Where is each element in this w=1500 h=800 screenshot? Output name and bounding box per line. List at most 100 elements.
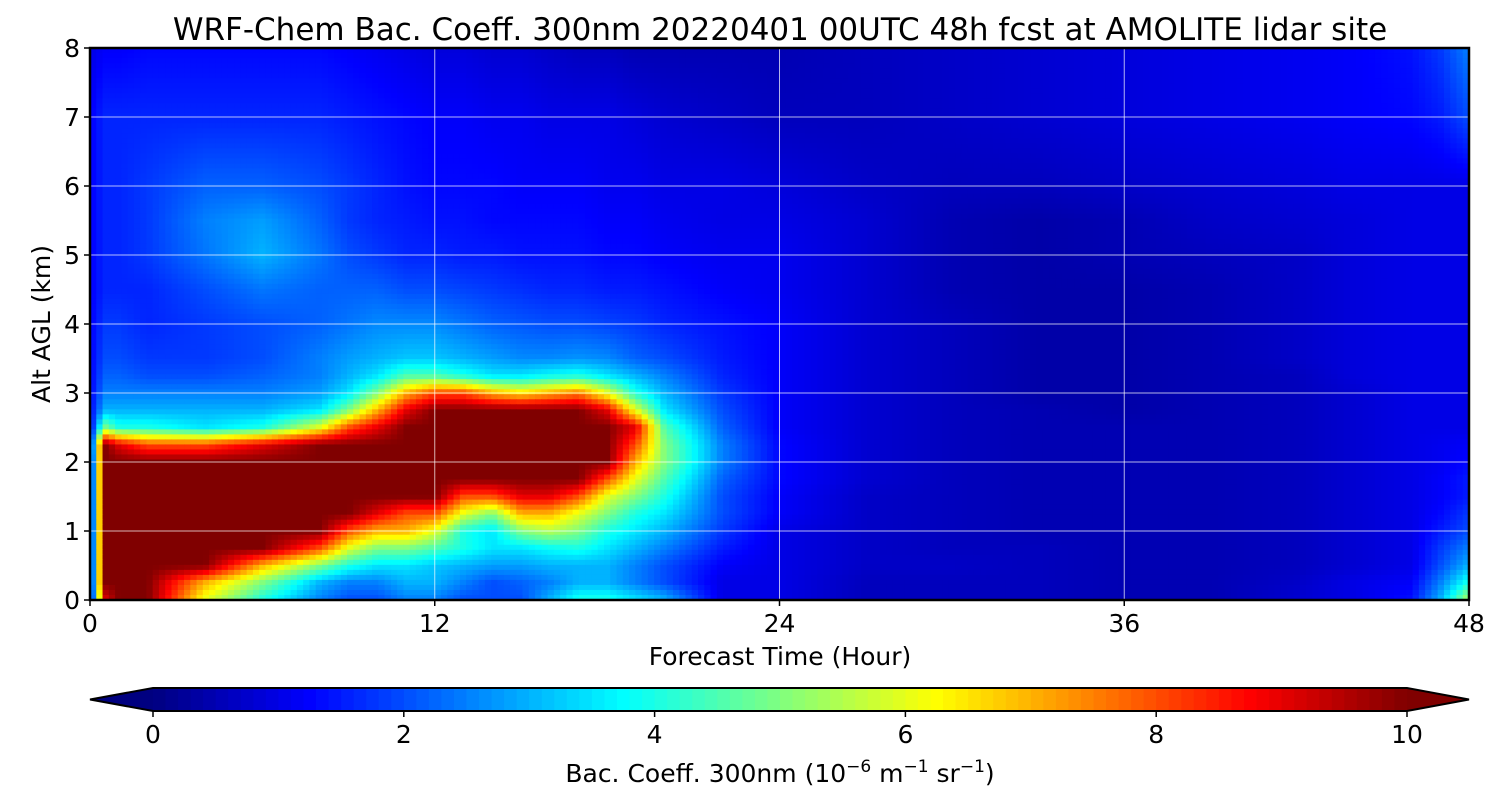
heatmap-cell bbox=[1325, 133, 1332, 139]
heatmap-cell bbox=[604, 68, 611, 74]
heatmap-cell bbox=[1156, 68, 1163, 74]
heatmap-cell bbox=[1388, 118, 1395, 124]
heatmap-cell bbox=[1049, 78, 1056, 84]
heatmap-cell bbox=[1112, 108, 1119, 114]
heatmap-cell bbox=[372, 128, 379, 134]
heatmap-cell bbox=[497, 138, 504, 144]
heatmap-cell bbox=[761, 63, 768, 69]
heatmap-cell bbox=[466, 133, 473, 139]
heatmap-cell bbox=[1143, 83, 1150, 89]
heatmap-cell bbox=[284, 93, 291, 99]
heatmap-cell bbox=[121, 113, 128, 119]
heatmap-cell bbox=[259, 68, 266, 74]
heatmap-cell bbox=[466, 108, 473, 114]
heatmap-cell bbox=[905, 158, 912, 164]
heatmap-cell bbox=[1319, 113, 1326, 119]
heatmap-cell bbox=[1300, 88, 1307, 94]
heatmap-cell bbox=[949, 53, 956, 59]
heatmap-cell bbox=[272, 88, 279, 94]
heatmap-cell bbox=[635, 148, 642, 154]
heatmap-cell bbox=[146, 148, 153, 154]
heatmap-cell bbox=[1400, 133, 1407, 139]
heatmap-cell bbox=[579, 143, 586, 149]
heatmap-cell bbox=[949, 83, 956, 89]
heatmap-cell bbox=[673, 93, 680, 99]
heatmap-cell bbox=[723, 58, 730, 64]
heatmap-cell bbox=[761, 108, 768, 114]
heatmap-cell bbox=[215, 58, 222, 64]
heatmap-cell bbox=[892, 128, 899, 134]
heatmap-cell bbox=[811, 138, 818, 144]
heatmap-cell bbox=[541, 143, 548, 149]
heatmap-cell bbox=[792, 88, 799, 94]
heatmap-cell bbox=[1431, 58, 1438, 64]
heatmap-cell bbox=[103, 93, 110, 99]
heatmap-cell bbox=[115, 98, 122, 104]
heatmap-cell bbox=[942, 68, 949, 74]
heatmap-cell bbox=[516, 113, 523, 119]
heatmap-cell bbox=[222, 53, 229, 59]
heatmap-cell bbox=[441, 158, 448, 164]
heatmap-cell bbox=[917, 133, 924, 139]
heatmap-cell bbox=[165, 153, 172, 159]
heatmap-cell bbox=[754, 58, 761, 64]
heatmap-cell bbox=[529, 133, 536, 139]
heatmap-cell bbox=[823, 93, 830, 99]
heatmap-cell bbox=[548, 143, 555, 149]
heatmap-cell bbox=[134, 148, 141, 154]
heatmap-cell bbox=[974, 53, 981, 59]
heatmap-cell bbox=[899, 118, 906, 124]
heatmap-cell bbox=[523, 73, 530, 79]
heatmap-cell bbox=[786, 153, 793, 159]
heatmap-cell bbox=[924, 73, 931, 79]
heatmap-cell bbox=[642, 88, 649, 94]
heatmap-cell bbox=[291, 148, 298, 154]
heatmap-cell bbox=[786, 133, 793, 139]
heatmap-cell bbox=[1300, 153, 1307, 159]
heatmap-cell bbox=[322, 148, 329, 154]
heatmap-cell bbox=[955, 158, 962, 164]
heatmap-cell bbox=[761, 148, 768, 154]
heatmap-cell bbox=[1156, 133, 1163, 139]
heatmap-cell bbox=[1300, 148, 1307, 154]
heatmap-cell bbox=[1174, 138, 1181, 144]
heatmap-cell bbox=[742, 158, 749, 164]
heatmap-cell bbox=[171, 93, 178, 99]
heatmap-cell bbox=[341, 143, 348, 149]
heatmap-cell bbox=[679, 68, 686, 74]
heatmap-cell bbox=[1074, 113, 1081, 119]
heatmap-cell bbox=[397, 53, 404, 59]
heatmap-cell bbox=[1256, 63, 1263, 69]
heatmap-cell bbox=[673, 148, 680, 154]
heatmap-cell bbox=[911, 73, 918, 79]
heatmap-cell bbox=[924, 103, 931, 109]
heatmap-cell bbox=[654, 128, 661, 134]
heatmap-cell bbox=[729, 58, 736, 64]
heatmap-cell bbox=[1181, 128, 1188, 134]
heatmap-cell bbox=[391, 153, 398, 159]
heatmap-cell bbox=[253, 133, 260, 139]
heatmap-cell bbox=[692, 133, 699, 139]
heatmap-cell bbox=[422, 88, 429, 94]
heatmap-cell bbox=[792, 113, 799, 119]
heatmap-cell bbox=[654, 123, 661, 129]
heatmap-cell bbox=[667, 78, 674, 84]
heatmap-cell bbox=[836, 128, 843, 134]
heatmap-cell bbox=[805, 123, 812, 129]
heatmap-cell bbox=[692, 88, 699, 94]
heatmap-cell bbox=[1293, 98, 1300, 104]
heatmap-cell bbox=[1450, 63, 1457, 69]
heatmap-cell bbox=[604, 88, 611, 94]
heatmap-cell bbox=[1312, 93, 1319, 99]
heatmap-cell bbox=[1181, 53, 1188, 59]
heatmap-cell bbox=[955, 103, 962, 109]
heatmap-cell bbox=[1199, 148, 1206, 154]
heatmap-cell bbox=[1369, 53, 1376, 59]
heatmap-cell bbox=[1331, 148, 1338, 154]
heatmap-cell bbox=[397, 123, 404, 129]
heatmap-cell bbox=[510, 73, 517, 79]
heatmap-cell bbox=[748, 148, 755, 154]
heatmap-cell bbox=[1262, 58, 1269, 64]
heatmap-cell bbox=[1281, 83, 1288, 89]
heatmap-cell bbox=[899, 98, 906, 104]
